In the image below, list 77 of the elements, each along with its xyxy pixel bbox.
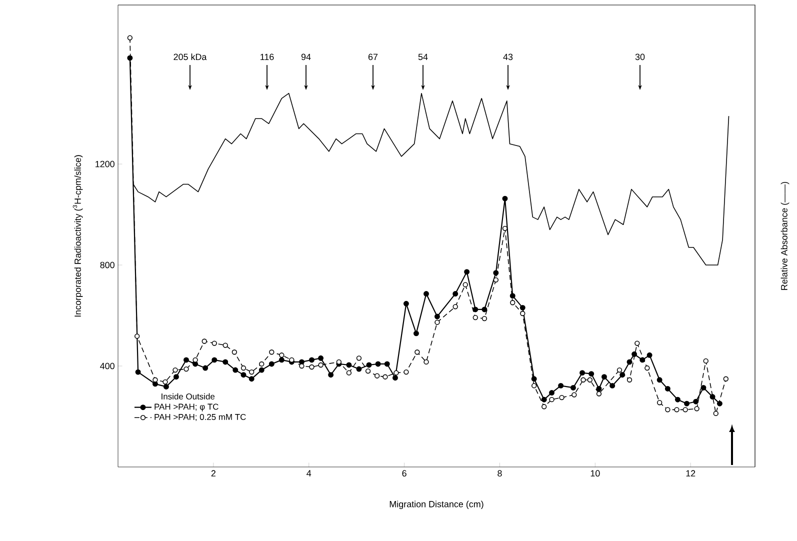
point	[723, 376, 728, 382]
point	[493, 277, 499, 283]
annotation: 67	[368, 54, 378, 60]
point	[434, 320, 440, 325]
point	[279, 352, 284, 358]
point	[152, 377, 158, 382]
x-tick-label: 4	[306, 470, 312, 476]
legend-title: Inside Outside	[162, 393, 215, 400]
point	[212, 340, 217, 346]
point	[269, 350, 274, 355]
x-tick-label: 2	[211, 470, 216, 476]
x-tick-label: 12	[686, 470, 696, 476]
point	[462, 282, 468, 288]
point	[374, 373, 380, 378]
point	[682, 407, 688, 412]
point	[694, 406, 700, 412]
x-tick-label: 8	[498, 470, 502, 477]
point	[134, 334, 140, 339]
point	[542, 404, 547, 410]
point	[452, 304, 458, 310]
point	[656, 400, 662, 406]
point	[510, 300, 516, 306]
point	[318, 362, 324, 368]
point	[472, 314, 478, 320]
annotation: 116	[260, 54, 274, 60]
point	[531, 383, 537, 388]
point	[202, 338, 207, 344]
y-tick-label: 1200	[96, 160, 114, 168]
point	[404, 369, 409, 375]
point	[559, 394, 564, 400]
point	[299, 363, 304, 369]
point	[259, 361, 264, 367]
point	[596, 391, 602, 396]
point	[644, 365, 650, 371]
annotation: 30	[635, 54, 645, 60]
point	[365, 368, 371, 374]
point	[482, 316, 488, 322]
x-axis-title: Migration Distance (cm)	[390, 500, 484, 510]
annotation: 205 kDa	[174, 53, 207, 60]
point	[626, 377, 632, 382]
point	[634, 340, 640, 346]
annotation: 54	[418, 54, 428, 60]
point	[222, 342, 228, 348]
point	[520, 310, 526, 316]
legend-label: PAH >PAH; 0.25 mM TC	[154, 414, 246, 421]
annotation: 43	[503, 54, 513, 60]
y-tick-label: 800	[100, 262, 114, 268]
point	[394, 370, 399, 376]
point	[424, 359, 429, 365]
x-tick-label: 10	[590, 470, 600, 477]
point	[580, 377, 586, 382]
point	[184, 366, 189, 372]
point	[309, 364, 314, 370]
point	[172, 367, 178, 373]
point	[713, 410, 718, 416]
legend-label: PAH >PAH; φ TC	[154, 404, 218, 412]
point	[572, 392, 577, 398]
x-tick-label: 6	[402, 470, 406, 477]
point	[703, 358, 708, 364]
point	[616, 367, 622, 373]
point	[249, 369, 254, 375]
annotation: 94	[301, 54, 311, 60]
point	[382, 374, 388, 380]
y2-axis-title: Relative Absorbance (——)	[780, 182, 790, 290]
point	[162, 379, 168, 384]
point	[356, 356, 362, 361]
point	[674, 407, 680, 412]
point	[232, 350, 238, 355]
point	[240, 365, 246, 371]
point	[414, 350, 420, 355]
point	[587, 377, 593, 382]
y-tick-label: 400	[100, 362, 114, 370]
point	[549, 396, 554, 402]
point	[665, 407, 670, 412]
point	[346, 370, 352, 376]
y-axis-title: Incorporated Radioactivity ($^{3}$H-cpm/slice)	[72, 155, 83, 317]
point	[127, 35, 133, 40]
